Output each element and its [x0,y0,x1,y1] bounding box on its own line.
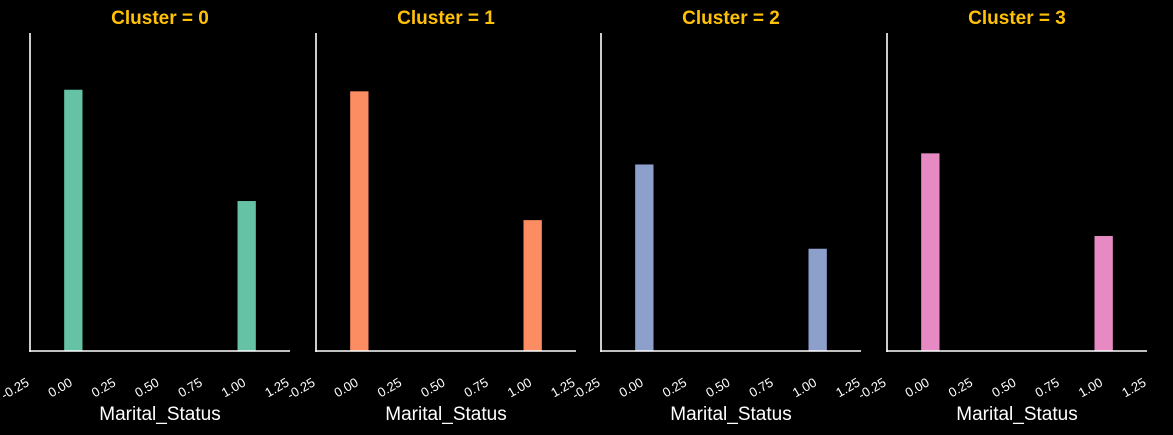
panel-cluster-0: Cluster = 0-0.25 0.00 0.25 0.50 0.75 1.00 1.25… [0,8,292,425]
bar-marital-status-1 [1094,236,1113,352]
bar-marital-status-0 [64,89,83,352]
x-tick-label: 0.75 [1032,375,1061,401]
panel-title: Cluster = 0 [111,8,209,29]
x-tick-label: 1.00 [219,375,248,401]
x-axis-label: Marital_Status [99,404,220,425]
panel-cluster-2: Cluster = 2-0.25 0.00 0.25 0.50 0.75 1.00 1.25… [569,8,862,425]
x-axis-label: Marital_Status [956,404,1077,425]
bar-marital-status-0 [350,91,369,352]
x-tick-label: -0.25 [0,375,31,403]
x-tick-label: -0.25 [284,375,317,403]
x-tick-label: 0.50 [418,375,447,401]
panel-title: Cluster = 1 [397,8,495,29]
x-tick-label: 0.00 [902,375,931,401]
x-tick-label: 0.25 [660,375,689,401]
x-tick-label: 0.00 [616,375,645,401]
x-tick-label: 0.75 [746,375,775,401]
x-tick-label: -0.25 [569,375,602,403]
bar-marital-status-1 [237,201,256,352]
panel-cluster-3: Cluster = 3 -0.25 0.00 0.25 0.50 0.75 1.00 1.25… [855,8,1148,425]
x-tick-label: 0.00 [45,375,74,401]
bar-marital-status-1 [523,220,542,352]
x-tick-label: 0.25 [89,375,118,401]
x-tick-label: 0.50 [703,375,732,401]
x-tick-label: 0.25 [946,375,975,401]
x-tick-label: -0.25 [855,375,888,403]
panel-cluster-1: Cluster = 1-0.25 0.00 0.25 0.50 0.75 1.00 1.25… [284,8,577,425]
x-tick-label: 0.50 [989,375,1018,401]
x-tick-label: 1.25 [1119,375,1148,401]
bar-marital-status-0 [635,164,654,352]
bar-marital-status-0 [921,153,940,352]
x-tick-label: 0.25 [375,375,404,401]
x-axis-label: Marital_Status [385,404,506,425]
x-tick-label: 1.00 [505,375,534,401]
x-tick-label: 0.00 [331,375,360,401]
panel-title: Cluster = 2 [682,8,780,29]
x-tick-label: 0.75 [175,375,204,401]
bar-marital-status-1 [808,248,827,352]
panel-title: Cluster = 3 [968,8,1066,29]
x-tick-label: 1.00 [790,375,819,401]
x-axis-label: Marital_Status [670,404,791,425]
x-tick-label: 1.00 [1076,375,1105,401]
x-tick-label: 0.50 [132,375,161,401]
x-tick-label: 0.75 [461,375,490,401]
